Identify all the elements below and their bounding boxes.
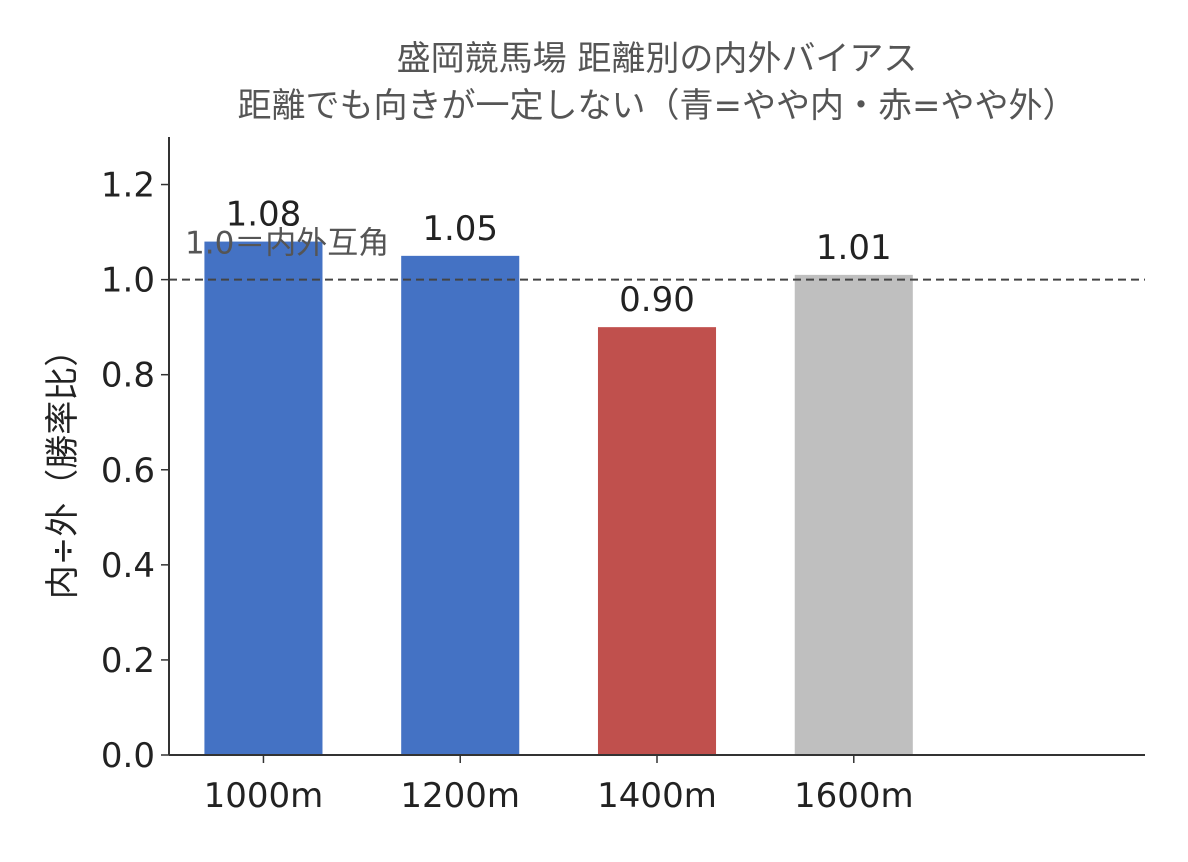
x-tick-label: 1000m	[204, 776, 324, 816]
y-tick-label: 0.2	[101, 641, 155, 681]
x-tick-label: 1400m	[597, 776, 717, 816]
value-label: 1.08	[226, 195, 302, 235]
y-axis-label: 内÷外（勝率比）	[43, 333, 83, 600]
x-tick-label: 1200m	[400, 776, 520, 816]
bar	[401, 255, 520, 755]
reference-label: 1.0＝内外互角	[185, 226, 389, 262]
y-tick-label: 0.6	[101, 451, 155, 491]
x-tick-label: 1600m	[794, 776, 914, 816]
chart-subtitle: 距離でも向きが一定しない（青=やや内・赤=やや外）	[238, 86, 1077, 126]
value-label: 0.90	[619, 280, 695, 320]
y-tick-label: 0.4	[101, 546, 155, 586]
bar	[204, 241, 323, 756]
value-label: 1.05	[422, 209, 498, 249]
bar	[794, 274, 913, 755]
y-tick-label: 0.8	[101, 356, 155, 396]
y-tick-label: 1.0	[101, 261, 155, 301]
y-tick-label: 1.2	[101, 166, 155, 206]
value-label: 1.01	[816, 228, 892, 268]
bar	[597, 327, 717, 755]
y-tick-label: 0.0	[101, 736, 155, 776]
chart-title: 盛岡競馬場 距離別の内外バイアス	[397, 39, 918, 79]
